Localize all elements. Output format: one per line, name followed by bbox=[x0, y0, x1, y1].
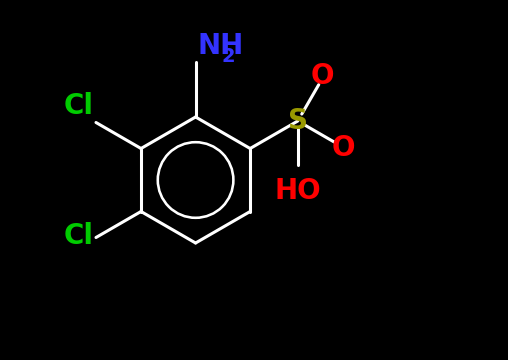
Text: O: O bbox=[311, 62, 335, 90]
Text: Cl: Cl bbox=[64, 221, 94, 249]
Text: NH: NH bbox=[198, 32, 244, 60]
Text: 2: 2 bbox=[221, 47, 235, 66]
Text: Cl: Cl bbox=[64, 93, 94, 121]
Text: S: S bbox=[288, 107, 308, 135]
Text: HO: HO bbox=[274, 177, 321, 205]
Text: O: O bbox=[331, 134, 355, 162]
